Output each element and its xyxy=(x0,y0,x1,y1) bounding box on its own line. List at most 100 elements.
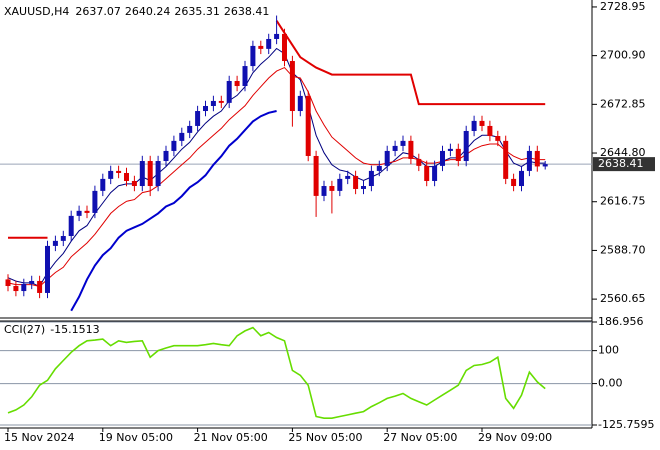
overlay-line xyxy=(8,20,546,239)
plot xyxy=(0,15,592,426)
candle-body xyxy=(179,132,185,141)
candle-body xyxy=(29,280,35,284)
x-tick-label: 25 Nov 05:00 xyxy=(288,431,362,444)
candle-body xyxy=(416,158,422,166)
cci-header: CCI(27) -15.1513 xyxy=(4,323,100,336)
candle-body xyxy=(155,161,161,187)
candle-body xyxy=(487,125,493,137)
candle-body xyxy=(400,140,406,146)
candle-body xyxy=(297,95,303,112)
candle-body xyxy=(305,95,311,156)
x-tick-label: 15 Nov 2024 xyxy=(4,431,74,444)
candle-body xyxy=(447,148,453,151)
candle-body xyxy=(353,175,359,189)
candle-body xyxy=(542,164,548,167)
candle-body xyxy=(408,140,414,159)
candle-body xyxy=(92,190,98,213)
candle-body xyxy=(329,186,335,191)
x-tick-label: 29 Nov 09:00 xyxy=(478,431,552,444)
close-value: 2638.41 xyxy=(224,5,270,18)
candle-body xyxy=(226,80,232,103)
candle-body xyxy=(60,236,66,241)
cci-tick-label: 186.956 xyxy=(598,315,644,328)
candle-body xyxy=(187,125,193,133)
candle-body xyxy=(163,150,169,162)
candle-body xyxy=(100,178,106,191)
cci-value: -15.1513 xyxy=(50,323,99,336)
y-tick-label: 2560.65 xyxy=(600,292,646,305)
candle-body xyxy=(345,175,351,179)
candle-body xyxy=(242,66,248,87)
candle-body xyxy=(321,186,327,196)
cci-tick-label: 0.00 xyxy=(598,377,623,390)
candle-body xyxy=(526,150,532,171)
candle-body xyxy=(432,165,438,181)
candle-body xyxy=(503,140,509,179)
current-price-label: 2638.41 xyxy=(598,157,644,170)
candle-body xyxy=(495,136,501,141)
candle-body xyxy=(52,240,58,246)
x-tick-label: 27 Nov 05:00 xyxy=(383,431,457,444)
candle-body xyxy=(282,33,287,62)
low-value: 2635.31 xyxy=(174,5,220,18)
candle-body xyxy=(139,161,145,187)
candle-body xyxy=(171,140,177,151)
candle-body xyxy=(463,130,469,162)
candle-body xyxy=(440,150,445,166)
y-tick-label: 2644.80 xyxy=(600,146,646,159)
candle-body xyxy=(313,155,319,196)
candle-body xyxy=(131,180,137,187)
candle-body xyxy=(250,45,256,67)
y-tick-label: 2728.95 xyxy=(600,0,646,13)
symbol: XAUUSD,H4 xyxy=(4,5,69,18)
candle-body xyxy=(13,286,19,292)
y-tick-label: 2616.75 xyxy=(600,195,646,208)
candle-body xyxy=(384,150,390,166)
cci-tick-label: 100 xyxy=(598,344,619,357)
candle-body xyxy=(203,105,208,112)
candle-body xyxy=(5,279,11,287)
candle-body xyxy=(195,111,201,126)
y-tick-label: 2588.70 xyxy=(600,243,646,256)
candle-body xyxy=(519,170,524,187)
candle-body xyxy=(479,120,485,126)
candle-body xyxy=(471,120,477,131)
high-value: 2640.24 xyxy=(125,5,171,18)
candle-body xyxy=(258,45,264,49)
candle-body xyxy=(376,165,382,171)
cci-tick-label: -125.7595 xyxy=(598,418,654,431)
overlay-line xyxy=(7,47,546,288)
candle-body xyxy=(337,178,343,191)
candle-body xyxy=(266,38,272,49)
cci-label: CCI(27) xyxy=(4,323,45,336)
candle-body xyxy=(147,161,153,187)
y-tick-label: 2700.90 xyxy=(600,49,646,62)
header: XAUUSD,H4 2637.07 2640.24 2635.31 2638.41 xyxy=(4,5,269,18)
candle-body xyxy=(124,172,129,181)
cci-line xyxy=(7,326,546,419)
x-tick-label: 19 Nov 05:00 xyxy=(99,431,173,444)
overlay-line xyxy=(7,66,546,287)
candle-body xyxy=(45,245,50,293)
candle-body xyxy=(392,145,398,151)
candle-body xyxy=(274,33,280,39)
candle-body xyxy=(76,210,82,216)
candle-body xyxy=(361,186,366,189)
candle-body xyxy=(37,280,43,293)
candle-body xyxy=(68,215,74,237)
candle-body xyxy=(21,283,27,292)
candle-body xyxy=(108,170,114,179)
candle-body xyxy=(511,178,517,187)
candle-body xyxy=(218,100,224,103)
x-tick-label: 21 Nov 05:00 xyxy=(194,431,268,444)
candle-body xyxy=(534,150,540,167)
candle-body xyxy=(289,61,295,112)
candle-body xyxy=(424,165,430,181)
candle-body xyxy=(368,170,374,187)
open-value: 2637.07 xyxy=(75,5,121,18)
current-price-box xyxy=(593,157,655,172)
candle-body xyxy=(84,210,90,213)
candle-body xyxy=(210,100,216,106)
